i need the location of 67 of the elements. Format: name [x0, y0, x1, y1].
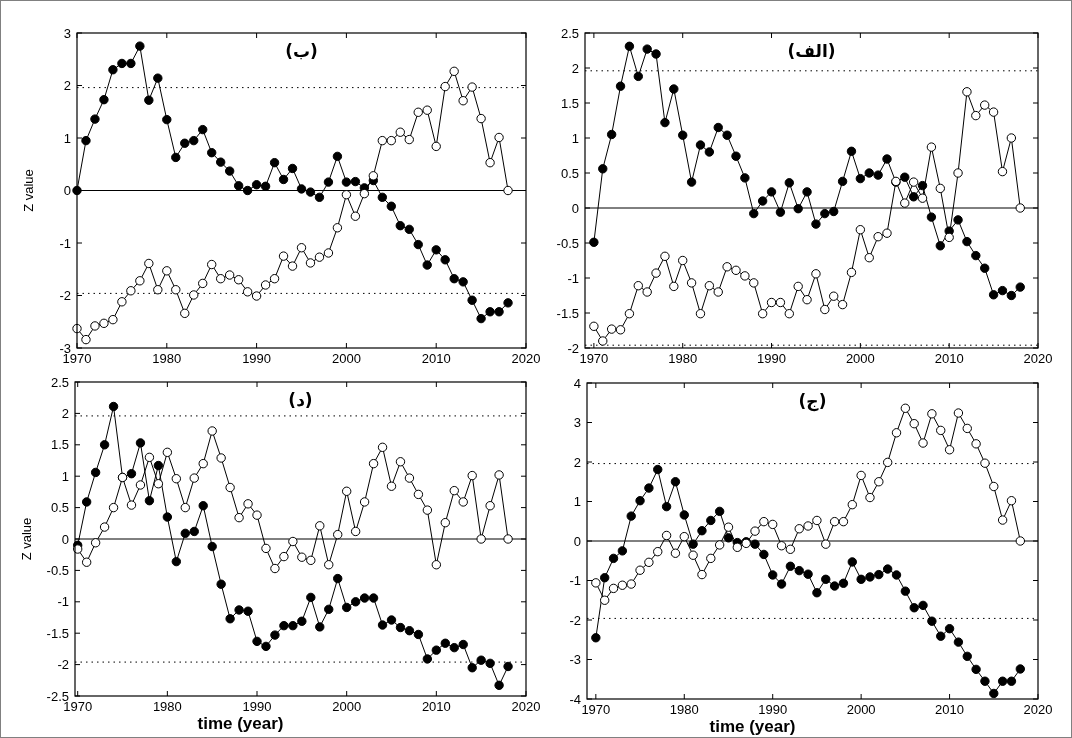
text: (ج)	[798, 391, 827, 412]
y-tick-label: 2.5	[50, 374, 69, 390]
y-tick-label: -2	[567, 340, 579, 356]
y-tick-label: -0.5	[556, 235, 579, 251]
y-tick-label: 0.5	[50, 500, 69, 516]
x-tick-label: 2020	[511, 699, 541, 714]
y-tick-label: 1	[61, 468, 69, 484]
x-tick-label: 2000	[846, 702, 876, 717]
y-tick-label: -2	[59, 288, 71, 303]
y-tick-label: -3	[569, 652, 581, 667]
x-tick-label: 1980	[668, 351, 698, 366]
y-axis-title: Z value	[19, 517, 34, 561]
y-tick-label: -1	[57, 594, 69, 610]
text: (د)	[288, 390, 313, 410]
y-tick-label: -2	[569, 612, 581, 628]
y-tick-label: 1	[573, 494, 581, 509]
x-tick-label: 1970	[579, 351, 609, 366]
text: (ب)	[285, 41, 318, 61]
y-axis-title: Z value	[21, 169, 36, 212]
x-tick-label: 2010	[935, 702, 965, 717]
y-tick-label: 0	[63, 183, 71, 198]
x-tick-label: 2000	[845, 351, 875, 366]
y-tick-label: 3	[63, 25, 71, 41]
y-tick-label: 2.5	[560, 25, 579, 41]
y-tick-label: 1	[63, 130, 71, 146]
y-tick-label: 0.5	[560, 165, 579, 181]
y-tick-label: 4	[573, 375, 581, 391]
x-tick-label: 1970	[581, 702, 611, 717]
x-tick-label: 2010	[421, 351, 451, 366]
y-tick-label: 1	[571, 130, 579, 146]
y-tick-label: -4	[569, 691, 581, 707]
y-tick-label: 1.5	[560, 95, 579, 111]
y-tick-label: 1.5	[50, 437, 69, 453]
x-tick-label: 1980	[152, 351, 182, 366]
x-axis-title: time (year)	[709, 717, 796, 736]
y-tick-label: 2	[63, 78, 71, 93]
x-tick-label: 2010	[934, 351, 964, 366]
x-tick-label: 1970	[62, 351, 92, 366]
x-tick-label: 2020	[1023, 702, 1053, 717]
y-tick-label: -1	[569, 573, 581, 588]
x-tick-label: 2010	[421, 699, 451, 714]
y-tick-label: 2	[61, 405, 69, 421]
x-tick-label: 1980	[152, 699, 182, 714]
y-tick-label: -2	[57, 657, 69, 673]
y-tick-label: 0	[571, 200, 579, 216]
x-tick-label: 2020	[1023, 351, 1053, 366]
x-tick-label: 1990	[242, 351, 272, 366]
y-tick-label: 3	[573, 415, 581, 430]
x-tick-label: 1990	[758, 702, 788, 717]
x-tick-label: 2000	[332, 699, 362, 714]
x-tick-label: 1970	[63, 699, 93, 714]
y-tick-label: 0	[61, 531, 69, 547]
y-tick-label: 0	[573, 533, 581, 549]
y-tick-label: -1.5	[556, 305, 579, 321]
y-tick-label: -0.5	[46, 562, 69, 578]
x-tick-label: 2020	[511, 351, 541, 366]
x-tick-label: 1980	[669, 702, 699, 717]
y-tick-label: -1	[567, 270, 579, 286]
x-tick-label: 1990	[757, 351, 786, 366]
y-tick-label: -1	[59, 235, 71, 251]
x-axis-title: time (year)	[197, 714, 284, 733]
y-tick-label: 2	[573, 454, 581, 470]
x-tick-label: 1990	[242, 699, 272, 714]
y-tick-label: 2	[571, 60, 579, 76]
text: (الف)	[787, 41, 836, 61]
x-tick-label: 2000	[331, 351, 361, 366]
y-tick-label: -1.5	[46, 625, 69, 641]
